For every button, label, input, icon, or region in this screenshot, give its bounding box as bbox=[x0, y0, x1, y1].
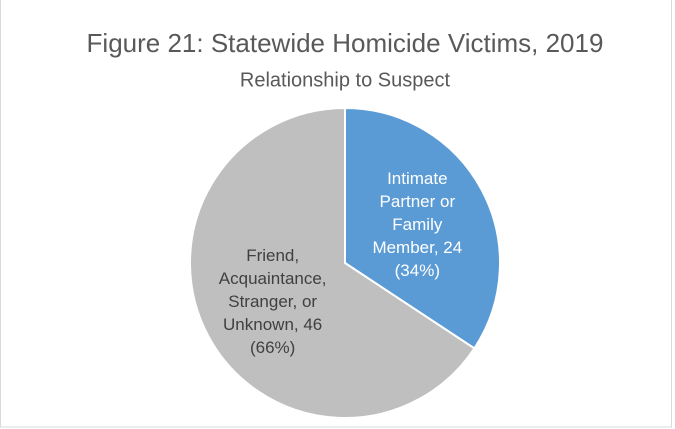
pie: Intimate Partner or Family Member, 24 (3… bbox=[189, 106, 501, 419]
pie-slice bbox=[189, 106, 476, 419]
data-label: Friend, Acquaintance, Stranger, or Unkno… bbox=[218, 246, 327, 358]
data-label: Intimate Partner or Family Member, 24 (3… bbox=[372, 168, 463, 280]
chart-title: Figure 21: Statewide Homicide Victims, 2… bbox=[87, 28, 604, 58]
data-label-box: Friend, Acquaintance, Stranger, or Unkno… bbox=[218, 246, 327, 358]
data-label-box: Intimate Partner or Family Member, 24 (3… bbox=[372, 168, 463, 280]
chart-subtitle: Relationship to Suspect bbox=[240, 69, 451, 91]
